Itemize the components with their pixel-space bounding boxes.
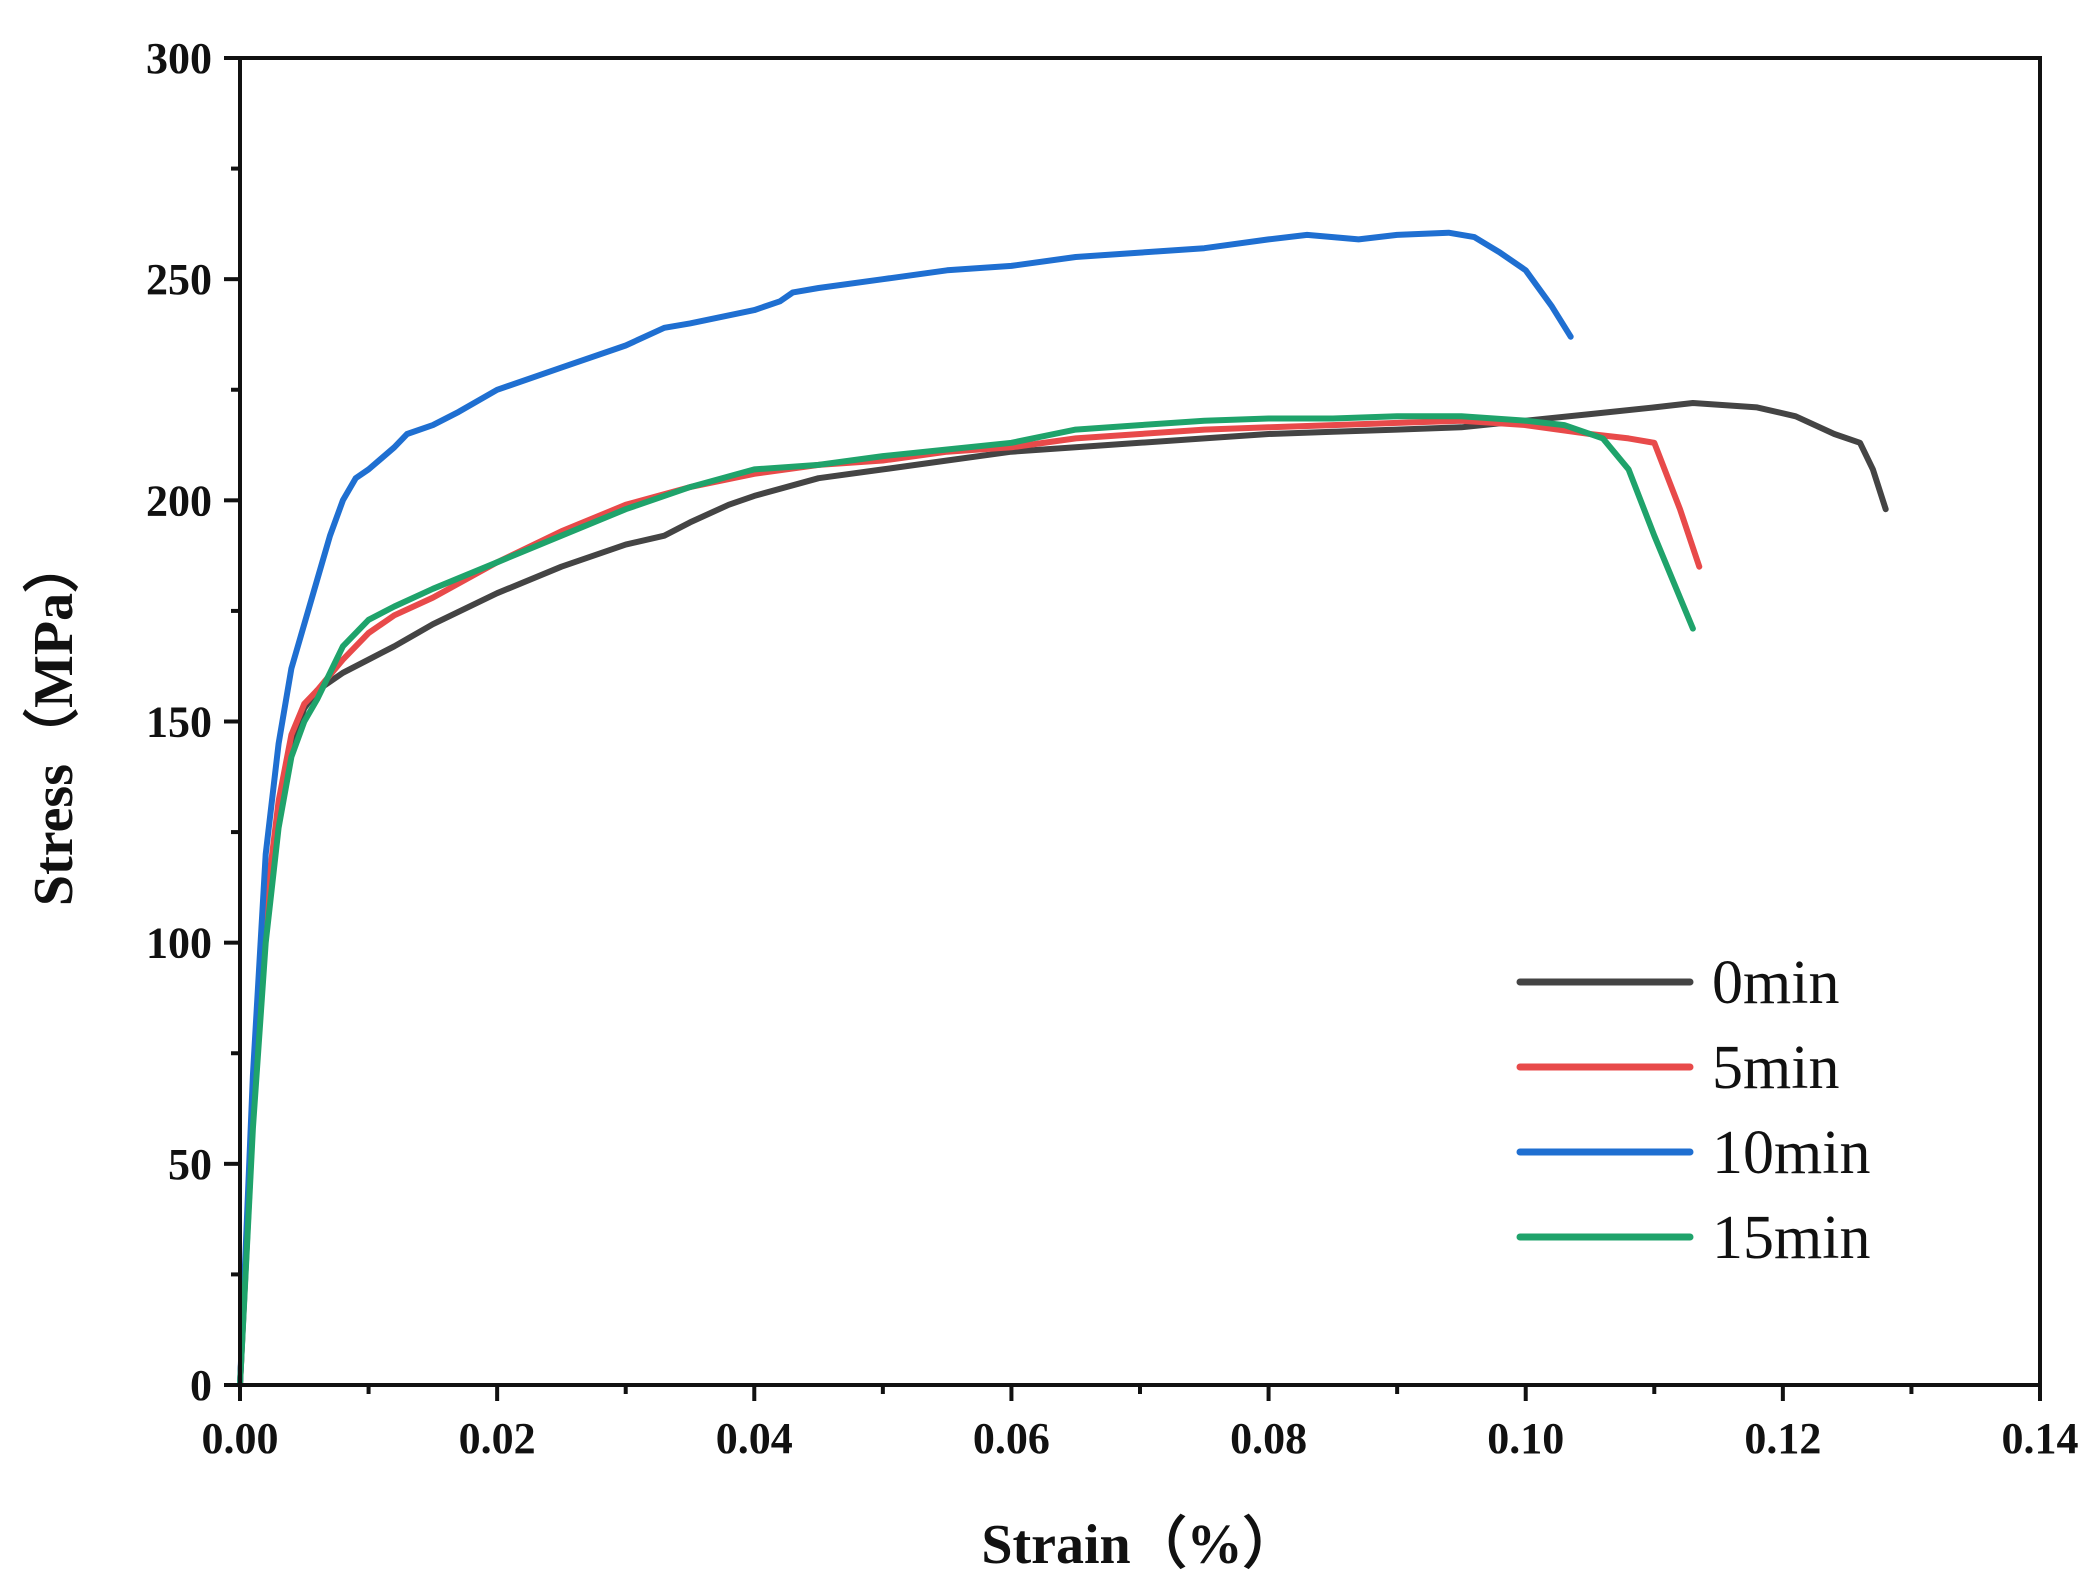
plot-area [237, 229, 1889, 1388]
y-tick-label: 250 [146, 255, 212, 304]
legend: 0min 5min 10min 15min [1516, 949, 1870, 1272]
legend-label-15min: 15min [1712, 1204, 1870, 1272]
axes: 0.00 0.02 0.04 0.06 0.08 0.10 0.12 0.14 0 50 100 15… [146, 34, 2079, 1463]
x-tick-label: 0.00 [202, 1414, 279, 1463]
y-tick-label: 200 [146, 476, 212, 525]
series-line-10min [237, 229, 1574, 1388]
legend-label-0min: 0min [1712, 949, 1839, 1017]
y-tick-label: 50 [168, 1140, 212, 1189]
legend-label-5min: 5min [1712, 1034, 1839, 1102]
x-tick-label: 0.10 [1487, 1414, 1564, 1463]
y-tick-label: 0 [190, 1361, 212, 1410]
x-tick-label: 0.04 [716, 1414, 793, 1463]
x-tick-label: 0.14 [2002, 1414, 2079, 1463]
y-tick-label: 100 [146, 919, 212, 968]
x-tick-label: 0.08 [1230, 1414, 1307, 1463]
x-tick-label: 0.12 [1744, 1414, 1821, 1463]
x-axis-title: Strain（%） [981, 1513, 1298, 1576]
series-line-15min [237, 413, 1696, 1388]
x-tick-label: 0.02 [459, 1414, 536, 1463]
y-tick-label: 150 [146, 698, 212, 747]
y-axis-title: Stress（MPa） [22, 537, 85, 906]
legend-label-10min: 10min [1712, 1119, 1870, 1187]
y-tick-label: 300 [146, 34, 212, 83]
x-tick-label: 0.06 [973, 1414, 1050, 1463]
series-line-5min [237, 417, 1703, 1388]
